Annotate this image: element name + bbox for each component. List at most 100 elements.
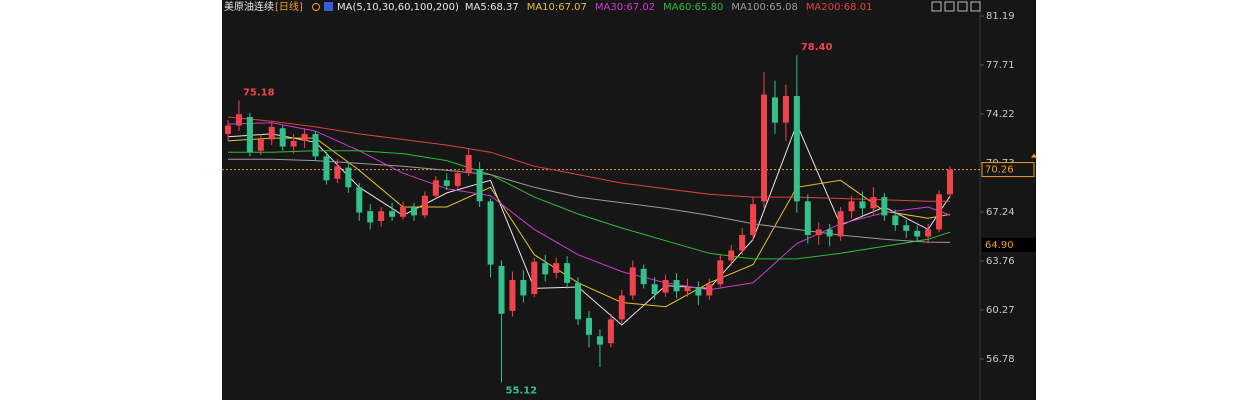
candle-body (925, 229, 932, 237)
ma-line (227, 116, 951, 202)
candle-body (301, 133, 308, 141)
candle-body (542, 263, 549, 275)
legend-entry: MA60:65.80 (663, 2, 723, 13)
indicator-icon[interactable] (324, 2, 333, 11)
candle-body (443, 180, 450, 186)
icon[interactable] (944, 1, 955, 12)
candle-body (334, 166, 341, 179)
candle-body (706, 284, 713, 296)
candle-body (410, 206, 417, 216)
candle-body (323, 156, 330, 181)
icon[interactable] (931, 1, 942, 12)
candle-body (771, 97, 778, 123)
candle-body (914, 230, 921, 237)
candle-body (717, 260, 724, 285)
candle-body (618, 295, 625, 320)
candle-body (673, 280, 680, 292)
candle-body (421, 195, 428, 216)
candle-body (520, 280, 527, 296)
candle-body (454, 173, 461, 186)
candle-body (782, 95, 789, 123)
extreme-label: 75.18 (243, 87, 275, 98)
ma-line (228, 158, 951, 243)
candle-body (892, 215, 899, 226)
marker-price-label: 64.90 (985, 240, 1014, 251)
candle-body (848, 201, 855, 212)
y-tick-label: 77.71 (986, 60, 1015, 71)
legend-entry: MA100:65.08 (731, 2, 798, 13)
candle-body (870, 197, 877, 209)
candle-body (903, 225, 910, 231)
candle-body (596, 336, 603, 345)
candle-body (837, 211, 844, 237)
candle-body (651, 284, 658, 295)
candle-body (695, 287, 702, 296)
y-tick-label: 56.78 (986, 354, 1015, 365)
candle-body (531, 261, 538, 295)
candle-body (607, 319, 614, 344)
candle-body (859, 201, 866, 209)
candle-body (936, 194, 943, 230)
candle-body (662, 280, 669, 293)
chart-title: 美原油连续 (224, 0, 274, 13)
candle-body (246, 117, 253, 153)
candle-body (684, 287, 691, 292)
candle-body (487, 201, 494, 265)
last-price-box (981, 162, 1035, 178)
add-icon[interactable] (312, 3, 320, 11)
ma-line (227, 137, 951, 308)
legend: MA5:68.37 MA10:67.07 MA30:67.02 MA60:65.80 M… (465, 2, 873, 13)
candle-body (761, 94, 768, 202)
legend-entry: MA200:68.01 (806, 2, 873, 13)
extreme-label: 78.40 (801, 42, 833, 53)
candle-body (225, 125, 231, 134)
candle-body (290, 140, 297, 147)
candle-body (268, 126, 275, 140)
candle-body (367, 211, 374, 223)
candle-body (728, 250, 735, 261)
marker-price-box (982, 237, 1036, 252)
toolbar-icons[interactable] (931, 1, 981, 12)
legend-entry: MA10:67.07 (527, 2, 587, 13)
candle-body (575, 282, 582, 320)
candle-body (279, 128, 286, 147)
y-tick-label: 60.27 (986, 305, 1015, 316)
candle-body (564, 263, 571, 283)
period[interactable]: [日线] (275, 0, 303, 13)
chart-panel (222, 0, 1036, 400)
candle-body (881, 197, 888, 216)
candle-body (356, 187, 363, 213)
candle-body (389, 211, 396, 217)
ma-line (228, 150, 951, 260)
legend-entry: MA5:68.37 (465, 2, 519, 13)
candle-body (750, 204, 757, 236)
candle-body (793, 95, 800, 202)
candle-body (553, 263, 560, 273)
candle-body (739, 235, 746, 251)
icon[interactable] (970, 1, 981, 12)
candle-body (640, 268, 647, 285)
candle-body (400, 206, 407, 217)
y-tick-label: 81.19 (986, 11, 1015, 22)
extreme-label: 55.12 (505, 385, 537, 396)
candle-body (947, 169, 953, 195)
candle-body (826, 229, 833, 237)
ma-line (227, 122, 951, 291)
candle-body (312, 133, 319, 157)
last-price-label: 70.26 (985, 165, 1014, 176)
candle-body (465, 154, 472, 174)
candle-body (804, 201, 811, 236)
candle-body (378, 211, 385, 222)
candle-body (476, 169, 483, 202)
candle-body (629, 267, 636, 296)
candle-body (257, 139, 264, 151)
y-tick-label: 63.76 (986, 256, 1015, 267)
y-tick-label: 74.22 (986, 109, 1015, 120)
icon[interactable] (957, 1, 968, 12)
candle-body (432, 180, 439, 196)
candle-body (815, 229, 822, 236)
candle-body (235, 114, 242, 126)
candle-body (586, 317, 592, 335)
